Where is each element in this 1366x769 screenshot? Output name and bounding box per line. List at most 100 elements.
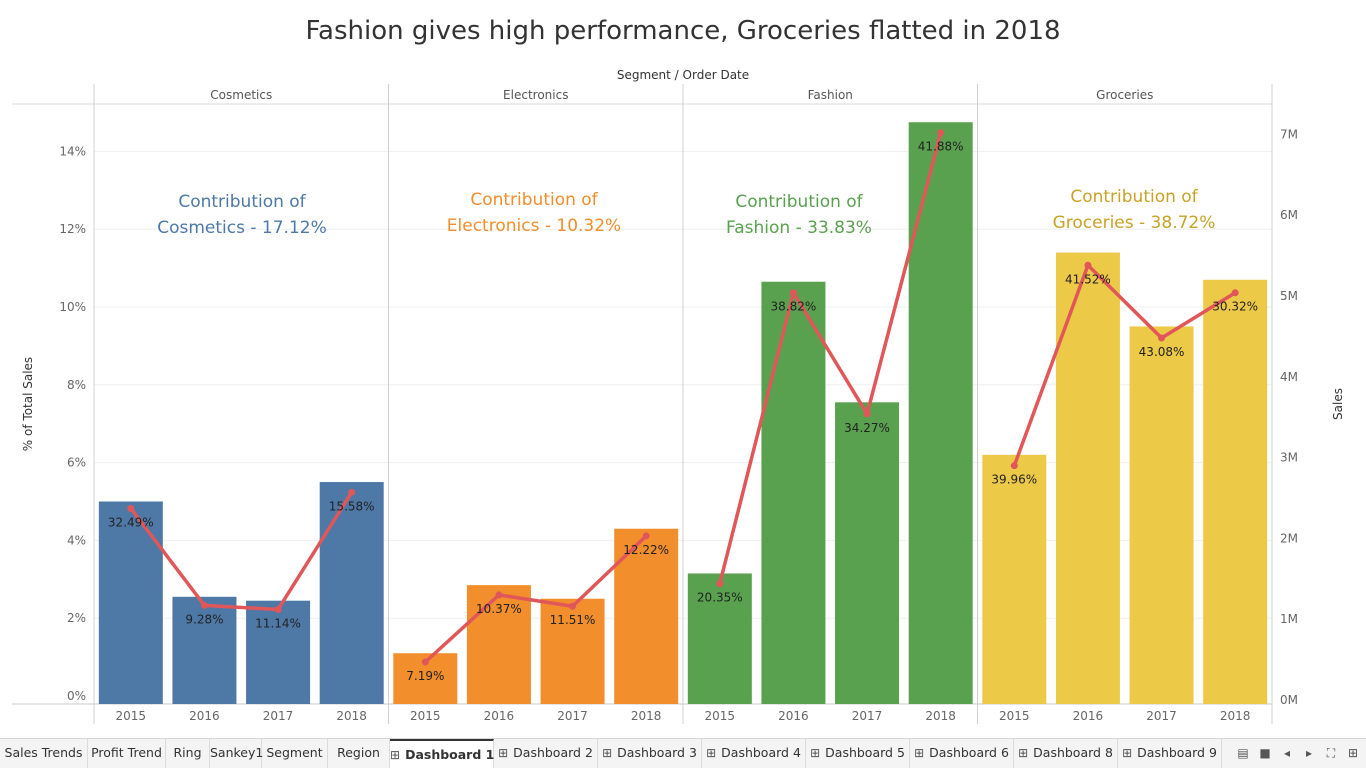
- sales-point: [716, 580, 724, 588]
- dashboard-icon: ⊞: [602, 746, 613, 760]
- tab-dashboard-9[interactable]: ⊞ Dashboard 9: [1118, 739, 1222, 768]
- sales-point: [127, 504, 135, 512]
- tab-label: Sankey1: [210, 745, 264, 760]
- contribution-annotation-line2: Electronics - 10.32%: [447, 216, 621, 236]
- tab-region[interactable]: Region: [328, 739, 390, 768]
- year-tick: 2018: [336, 709, 367, 723]
- tab-dashboard-8[interactable]: ⊞ Dashboard 8: [1014, 739, 1118, 768]
- data-label: 10.37%: [476, 602, 522, 616]
- sales-point: [642, 532, 650, 540]
- left-axis-tick: 8%: [67, 378, 86, 392]
- tab-label: Dashboard 5: [825, 745, 905, 760]
- year-tick: 2016: [1073, 709, 1104, 723]
- data-label: 43.08%: [1139, 345, 1185, 359]
- contribution-annotation-line2: Groceries - 38.72%: [1053, 213, 1216, 233]
- contribution-annotation-line1: Contribution of: [735, 192, 863, 212]
- year-tick: 2018: [925, 709, 956, 723]
- data-label: 34.27%: [844, 421, 890, 435]
- tab-segment[interactable]: Segment: [262, 739, 328, 768]
- sales-point: [937, 129, 945, 137]
- bar-groceries-2017: [1129, 326, 1194, 704]
- bar-groceries-2016: [1055, 252, 1120, 705]
- sales-point: [495, 591, 503, 599]
- panel-header-fashion: Fashion: [808, 88, 853, 102]
- left-axis-tick: 4%: [67, 533, 86, 547]
- data-label: 7.19%: [406, 669, 444, 683]
- sales-point: [274, 605, 282, 613]
- filmstrip-view-icon[interactable]: ▤: [1237, 746, 1249, 760]
- sales-point: [569, 602, 577, 610]
- year-tick: 2015: [999, 709, 1030, 723]
- tab-label: Segment: [266, 745, 323, 760]
- year-tick: 2016: [484, 709, 515, 723]
- data-label: 39.96%: [991, 473, 1037, 487]
- right-axis-label: Sales: [1331, 388, 1345, 420]
- fit-screen-icon[interactable]: ⛶: [1326, 746, 1336, 760]
- year-tick: 2016: [189, 709, 220, 723]
- year-tick: 2015: [116, 709, 147, 723]
- sheet-tab-bar: Sales Trends Profit Trend Ring Sankey1 Segme…: [0, 738, 1366, 768]
- tab-dashboard-2[interactable]: ⊞ Dashboard 2: [494, 739, 598, 768]
- right-axis-tick: 7M: [1280, 127, 1298, 141]
- tab-profit-trend[interactable]: Profit Trend: [88, 739, 166, 768]
- left-axis-label: % of Total Sales: [21, 357, 35, 451]
- tab-dashboard-3[interactable]: ⊞ Dashboard 3: [598, 739, 702, 768]
- contribution-annotation-line1: Contribution of: [178, 192, 306, 212]
- right-axis-tick: 1M: [1280, 612, 1298, 626]
- tabs-view-icon[interactable]: ■: [1259, 746, 1271, 760]
- year-tick: 2017: [263, 709, 294, 723]
- tab-dashboard-6[interactable]: ⊞ Dashboard 6: [910, 739, 1014, 768]
- sales-point: [789, 289, 797, 297]
- dashboard-icon: ⊞: [390, 748, 401, 762]
- right-axis-tick: 6M: [1280, 208, 1298, 222]
- bar-cosmetics-2015: [98, 501, 163, 704]
- sales-chart: Segment / Order Date 0% 2% 4% 6% 8% 10% 12% 14% 0…: [12, 68, 1345, 724]
- tab-sankey1[interactable]: Sankey1: [210, 739, 264, 768]
- sales-point: [1231, 289, 1239, 297]
- sales-line-fashion: [718, 132, 943, 585]
- year-tick: 2017: [852, 709, 883, 723]
- dashboard-icon: ⊞: [1122, 746, 1133, 760]
- data-label: 30.32%: [1212, 300, 1258, 314]
- panel-header-electronics: Electronics: [503, 88, 568, 102]
- data-label: 20.35%: [697, 591, 743, 605]
- tab-label: Dashboard 4: [721, 745, 801, 760]
- dashboard-icon: ⊞: [810, 746, 821, 760]
- panel-header-cosmetics: Cosmetics: [210, 88, 272, 102]
- contribution-annotation-line2: Cosmetics - 17.12%: [157, 218, 327, 238]
- tab-label: Dashboard 9: [1137, 745, 1217, 760]
- next-sheet-icon[interactable]: ▸: [1305, 746, 1313, 760]
- bar-cosmetics-2018: [319, 482, 384, 704]
- year-tick: 2015: [410, 709, 441, 723]
- bar-cosmetics-2016: [172, 596, 237, 704]
- prev-sheet-icon[interactable]: ◂: [1283, 746, 1291, 760]
- tab-label: Region: [337, 745, 380, 760]
- year-tick: 2017: [557, 709, 588, 723]
- data-label: 32.49%: [108, 515, 154, 529]
- sales-point: [348, 488, 356, 496]
- tab-sales-trends[interactable]: Sales Trends: [0, 739, 88, 768]
- dashboard-icon: ⊞: [498, 746, 509, 760]
- sales-point: [1158, 334, 1166, 342]
- sales-point: [421, 658, 429, 666]
- grid-view-icon[interactable]: ⊞: [1347, 746, 1359, 760]
- tab-dashboard-5[interactable]: ⊞ Dashboard 5: [806, 739, 910, 768]
- bar-electronics-2017: [540, 598, 605, 704]
- tab-dashboard-4[interactable]: ⊞ Dashboard 4: [702, 739, 806, 768]
- dashboard-icon: ⊞: [914, 746, 925, 760]
- bar-groceries-2018: [1203, 279, 1268, 704]
- year-tick: 2015: [705, 709, 736, 723]
- sales-point: [1084, 261, 1092, 269]
- columns-header: Segment / Order Date: [617, 68, 749, 82]
- tab-label: Ring: [173, 745, 202, 760]
- tab-label: Dashboard 1: [405, 747, 495, 762]
- tab-ring[interactable]: Ring: [166, 739, 210, 768]
- tab-label: Dashboard 3: [617, 745, 697, 760]
- tab-label: Dashboard 2: [513, 745, 593, 760]
- data-label: 38.82%: [771, 300, 817, 314]
- left-axis-tick: 2%: [67, 611, 86, 625]
- tab-dashboard-1[interactable]: ⊞ Dashboard 1: [390, 739, 494, 768]
- contribution-annotation-line1: Contribution of: [470, 190, 598, 210]
- right-axis-tick: 0M: [1280, 693, 1298, 707]
- contribution-annotation-line2: Fashion - 33.83%: [726, 218, 872, 238]
